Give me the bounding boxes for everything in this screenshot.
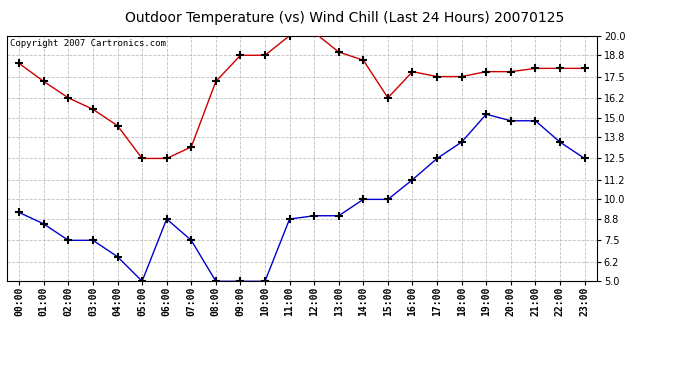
Text: Copyright 2007 Cartronics.com: Copyright 2007 Cartronics.com [10,39,166,48]
Text: Outdoor Temperature (vs) Wind Chill (Last 24 Hours) 20070125: Outdoor Temperature (vs) Wind Chill (Las… [126,11,564,25]
